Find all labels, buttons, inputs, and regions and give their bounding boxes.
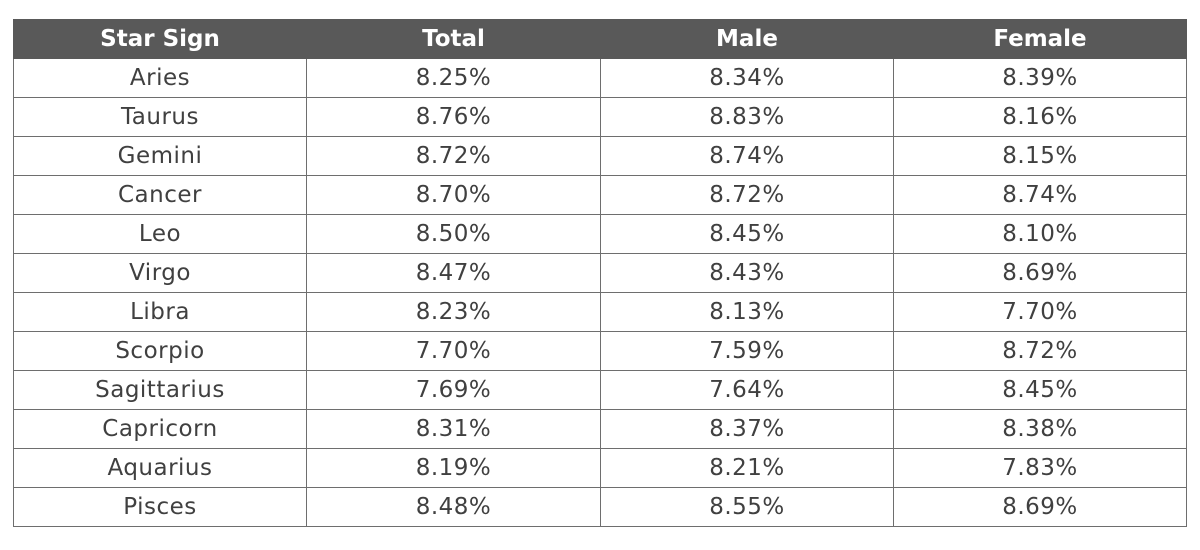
cell-male: 8.37% [600, 409, 894, 449]
cell-female: 8.10% [893, 214, 1187, 254]
cell-star-sign: Taurus [13, 97, 307, 137]
cell-male: 8.83% [600, 97, 894, 137]
cell-total: 8.50% [306, 214, 601, 254]
cell-star-sign: Scorpio [13, 331, 307, 371]
cell-total: 8.31% [306, 409, 601, 449]
table-row: Scorpio 7.70% 7.59% 8.72% [13, 331, 1187, 371]
cell-female: 7.83% [893, 448, 1187, 488]
cell-female: 8.69% [893, 253, 1187, 293]
table-row: Virgo 8.47% 8.43% 8.69% [13, 253, 1187, 293]
cell-male: 8.55% [600, 487, 894, 527]
cell-total: 8.25% [306, 58, 601, 98]
table-header: Star Sign Total Male Female [13, 19, 1187, 59]
cell-star-sign: Leo [13, 214, 307, 254]
cell-star-sign: Aries [13, 58, 307, 98]
cell-star-sign: Cancer [13, 175, 307, 215]
cell-star-sign: Virgo [13, 253, 307, 293]
cell-star-sign: Gemini [13, 136, 307, 176]
cell-female: 8.72% [893, 331, 1187, 371]
cell-total: 7.69% [306, 370, 601, 410]
cell-star-sign: Libra [13, 292, 307, 332]
table-row: Pisces 8.48% 8.55% 8.69% [13, 487, 1187, 527]
cell-total: 7.70% [306, 331, 601, 371]
cell-female: 8.74% [893, 175, 1187, 215]
cell-female: 8.69% [893, 487, 1187, 527]
cell-male: 8.43% [600, 253, 894, 293]
cell-star-sign: Sagittarius [13, 370, 307, 410]
header-male: Male [600, 19, 894, 59]
cell-female: 8.16% [893, 97, 1187, 137]
cell-total: 8.19% [306, 448, 601, 488]
header-star-sign: Star Sign [13, 19, 307, 59]
cell-female: 8.45% [893, 370, 1187, 410]
cell-male: 7.64% [600, 370, 894, 410]
table-row: Cancer 8.70% 8.72% 8.74% [13, 175, 1187, 215]
table-row: Aries 8.25% 8.34% 8.39% [13, 58, 1187, 98]
cell-female: 8.38% [893, 409, 1187, 449]
table-row: Aquarius 8.19% 8.21% 7.83% [13, 448, 1187, 488]
header-row: Star Sign Total Male Female [13, 19, 1187, 59]
table-row: Capricorn 8.31% 8.37% 8.38% [13, 409, 1187, 449]
table-row: Taurus 8.76% 8.83% 8.16% [13, 97, 1187, 137]
star-sign-table: Star Sign Total Male Female Aries 8.25% … [13, 19, 1187, 527]
header-female: Female [893, 19, 1187, 59]
cell-star-sign: Capricorn [13, 409, 307, 449]
table-body: Aries 8.25% 8.34% 8.39% Taurus 8.76% 8.8… [13, 58, 1187, 527]
cell-star-sign: Aquarius [13, 448, 307, 488]
cell-total: 8.72% [306, 136, 601, 176]
table-row: Sagittarius 7.69% 7.64% 8.45% [13, 370, 1187, 410]
cell-female: 8.39% [893, 58, 1187, 98]
cell-total: 8.76% [306, 97, 601, 137]
cell-male: 8.34% [600, 58, 894, 98]
cell-total: 8.48% [306, 487, 601, 527]
cell-total: 8.70% [306, 175, 601, 215]
cell-male: 7.59% [600, 331, 894, 371]
table-row: Gemini 8.72% 8.74% 8.15% [13, 136, 1187, 176]
cell-female: 7.70% [893, 292, 1187, 332]
cell-male: 8.45% [600, 214, 894, 254]
cell-total: 8.47% [306, 253, 601, 293]
cell-male: 8.13% [600, 292, 894, 332]
table-row: Leo 8.50% 8.45% 8.10% [13, 214, 1187, 254]
header-total: Total [306, 19, 601, 59]
cell-male: 8.21% [600, 448, 894, 488]
cell-female: 8.15% [893, 136, 1187, 176]
cell-total: 8.23% [306, 292, 601, 332]
cell-star-sign: Pisces [13, 487, 307, 527]
table-row: Libra 8.23% 8.13% 7.70% [13, 292, 1187, 332]
cell-male: 8.74% [600, 136, 894, 176]
cell-male: 8.72% [600, 175, 894, 215]
